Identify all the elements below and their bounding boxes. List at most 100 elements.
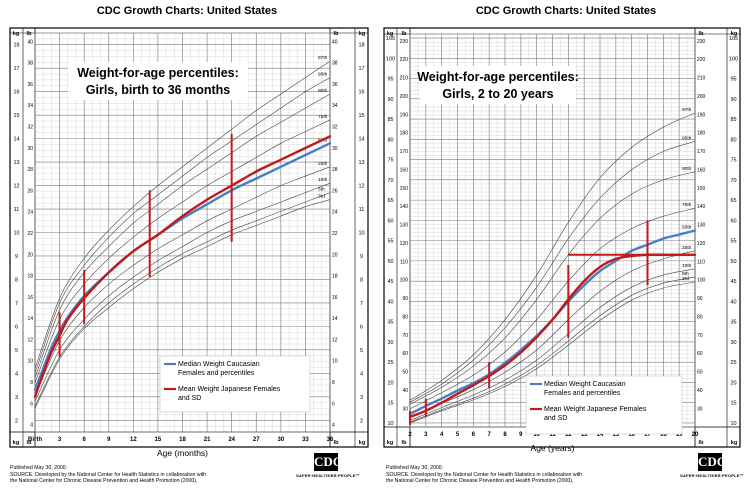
kg-tick-label: 90: [730, 97, 736, 103]
lb-tick-label: 120: [400, 241, 409, 247]
lb-tick-label: 22: [27, 231, 33, 237]
lb-tick-label: 220: [697, 57, 706, 63]
lb-tick-label: 32: [27, 125, 33, 131]
lb-tick-label: 8: [30, 380, 33, 386]
lb-tick-label: 210: [697, 76, 706, 82]
chart-header: CDC Growth Charts: United States: [96, 5, 278, 17]
kg-tick-label: 80: [730, 137, 736, 143]
cdc-logo-mark: CDC: [698, 453, 727, 471]
axis-unit-kg: kg: [359, 440, 365, 446]
percentile-curve-3rd: [409, 281, 696, 424]
chart-title-line-1: Weight-for-age percentiles:: [77, 66, 239, 80]
lb-tick-label: 40: [27, 39, 33, 45]
kg-tick-label: 14: [358, 137, 364, 143]
axis-unit-kg: kg: [13, 31, 19, 37]
kg-tick-label: 6: [15, 324, 18, 330]
percentile-label: 95th: [682, 135, 692, 141]
lb-tick-label: 70: [697, 333, 703, 339]
kg-tick-label: 12: [358, 184, 364, 190]
kg-tick-label: 18: [13, 43, 19, 49]
x-tick-label: 36: [327, 437, 334, 443]
axis-unit-kg: kg: [387, 31, 393, 37]
kg-tick-label: 2: [360, 418, 363, 424]
axis-unit-kg: kg: [359, 31, 365, 37]
lb-tick-label: 180: [697, 131, 706, 137]
lb-tick-label: 80: [402, 314, 408, 320]
percentile-curve-97th: [409, 112, 696, 401]
legend-label-caucasian-line-2: Females and percentiles: [178, 370, 255, 377]
kg-tick-label: 85: [730, 117, 736, 123]
kg-tick-label: 10: [13, 231, 19, 237]
cdc-logo-mark: CDC: [314, 453, 343, 471]
lb-tick-label: 20: [27, 252, 33, 258]
x-tick-label: 9: [107, 437, 111, 443]
axis-unit-kg: kg: [731, 440, 737, 446]
lb-tick-label: 18: [27, 274, 33, 280]
lb-tick-label: 50: [402, 370, 408, 376]
percentile-label: 3rd: [318, 194, 325, 200]
lb-tick-label: 150: [400, 186, 409, 192]
lb-tick-label: 20: [332, 252, 338, 258]
percentile-label: 5th: [318, 187, 325, 193]
kg-tick-label: 15: [13, 113, 19, 119]
kg-tick-label: 11: [359, 207, 365, 213]
x-tick-label: 15: [155, 437, 162, 443]
legend-label-japanese-line-2: and SD: [178, 395, 201, 402]
lb-tick-label: 200: [697, 94, 706, 100]
percentile-label: 97th: [318, 55, 328, 61]
lb-tick-label: 6: [332, 401, 335, 407]
cdc-logo: CDC SAFER·HEALTHIER·PEOPLE™: [678, 453, 746, 487]
kg-tick-label: 12: [13, 184, 19, 190]
lb-tick-label: 34: [332, 103, 338, 109]
lb-tick-label: 100: [400, 278, 409, 284]
lb-tick-label: 12: [27, 337, 33, 343]
kg-tick-label: 2: [15, 418, 18, 424]
kg-tick-label: 8: [15, 277, 18, 283]
kg-tick-label: 16: [358, 90, 364, 96]
lb-tick-label: 230: [697, 39, 706, 45]
kg-tick-label: 60: [730, 218, 736, 224]
kg-tick-label: 20: [387, 380, 393, 386]
x-tick-label: 4: [440, 432, 444, 438]
percentile-curve-95th: [34, 77, 331, 374]
kg-tick-label: 35: [387, 320, 393, 326]
kg-tick-label: 5: [15, 348, 18, 354]
lb-tick-label: 60: [697, 351, 703, 357]
lb-tick-label: 16: [332, 295, 338, 301]
x-tick-label: 13: [581, 432, 588, 438]
lb-tick-label: 10: [27, 359, 33, 365]
x-tick-label: 12: [130, 437, 137, 443]
x-tick-label: 24: [228, 437, 235, 443]
kg-tick-label: 85: [387, 117, 393, 123]
kg-tick-label: 55: [387, 239, 393, 245]
x-tick-label: 11: [549, 432, 556, 438]
axis-unit-lb: lb: [402, 31, 408, 37]
kg-tick-label: 18: [358, 43, 364, 49]
x-tick-label: 3: [58, 437, 62, 443]
lb-tick-label: 38: [332, 61, 338, 67]
x-tick-label: 18: [179, 437, 186, 443]
x-tick-label: 14: [597, 432, 604, 438]
percentile-label: 5th: [682, 271, 689, 277]
kg-tick-label: 17: [13, 66, 19, 72]
lb-tick-label: 40: [402, 388, 408, 394]
footer-line: the National Center for Chronic Disease …: [10, 477, 198, 484]
kg-tick-label: 5: [360, 348, 363, 354]
lb-tick-label: 200: [400, 94, 409, 100]
cdc-logo-tagline: SAFER·HEALTHIER·PEOPLE™: [680, 473, 744, 478]
x-tick-label: 15: [612, 432, 619, 438]
x-tick-label: 19: [676, 432, 683, 438]
x-tick-label: 17: [644, 432, 651, 438]
kg-tick-label: 20: [730, 380, 736, 386]
kg-tick-label: 10: [730, 421, 736, 427]
lb-tick-label: 60: [402, 351, 408, 357]
lb-tick-label: 170: [400, 149, 409, 155]
kg-tick-label: 4: [360, 371, 363, 377]
lb-tick-label: 24: [332, 210, 338, 216]
lb-tick-label: 4: [332, 423, 335, 429]
footer-line: the National Center for Chronic Disease …: [386, 477, 574, 484]
lb-tick-label: 90: [402, 296, 408, 302]
cdc-logo-tagline: SAFER·HEALTHIER·PEOPLE™: [296, 473, 360, 478]
axis-unit-lb: lb: [334, 440, 340, 446]
